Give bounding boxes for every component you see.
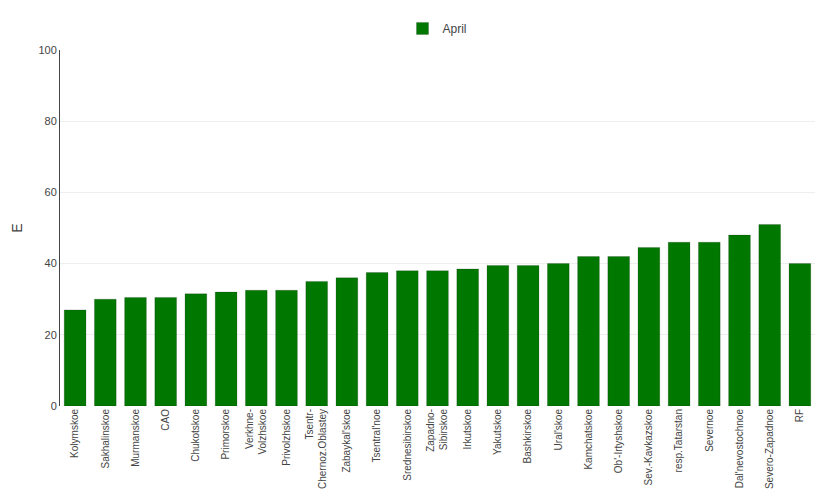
svg-text:Tsentral'noe: Tsentral'noe — [371, 409, 382, 463]
svg-text:Primorskoe: Primorskoe — [220, 409, 231, 460]
svg-text:60: 60 — [45, 186, 57, 198]
svg-text:Ob'-Irtyshskoe: Ob'-Irtyshskoe — [613, 409, 624, 474]
svg-text:Kamchatskoe: Kamchatskoe — [583, 409, 594, 470]
svg-text:Sev.-Kavkazskoe: Sev.-Kavkazskoe — [643, 409, 654, 486]
svg-text:resp.Tatarstan: resp.Tatarstan — [673, 409, 684, 472]
svg-text:April: April — [443, 22, 467, 36]
svg-text:E: E — [9, 223, 25, 232]
svg-text:Ural'skoe: Ural'skoe — [553, 409, 564, 451]
svg-text:Kolymskoe: Kolymskoe — [69, 409, 80, 458]
svg-text:Yakutskoe: Yakutskoe — [492, 409, 503, 455]
svg-text:Irkutskoe: Irkutskoe — [462, 409, 473, 450]
svg-text:40: 40 — [45, 257, 57, 269]
svg-text:Zapadno-Sibirskoe: Zapadno-Sibirskoe — [425, 409, 449, 452]
svg-text:Tsentr-Chernoz.Oblastey: Tsentr-Chernoz.Oblastey — [304, 409, 328, 489]
svg-text:Murmanskoe: Murmanskoe — [130, 409, 141, 467]
svg-text:Bashkirskoe: Bashkirskoe — [522, 409, 533, 464]
svg-text:20: 20 — [45, 329, 57, 341]
svg-text:Zabaykal'skoe: Zabaykal'skoe — [341, 409, 352, 473]
svg-text:Sakhalinskoe: Sakhalinskoe — [100, 409, 111, 469]
svg-text:Chukotskoe: Chukotskoe — [190, 409, 201, 462]
svg-text:0: 0 — [51, 400, 57, 412]
svg-text:RF: RF — [794, 409, 805, 422]
svg-text:100: 100 — [38, 44, 56, 56]
svg-text:Verkhnе-Volzhskoe: Verkhnе-Volzhskoe — [244, 409, 268, 455]
svg-text:CAO: CAO — [160, 409, 171, 431]
svg-text:Severo-Zapadnoe: Severo-Zapadnoe — [764, 409, 775, 489]
svg-text:Dal'nevostochnoe: Dal'nevostochnoe — [734, 409, 745, 489]
svg-text:Severnoe: Severnoe — [704, 409, 715, 452]
svg-text:Srednesibirskoe: Srednesibirskoe — [402, 409, 413, 481]
svg-text:80: 80 — [45, 115, 57, 127]
svg-text:Privolzhskoe: Privolzhskoe — [281, 409, 292, 466]
